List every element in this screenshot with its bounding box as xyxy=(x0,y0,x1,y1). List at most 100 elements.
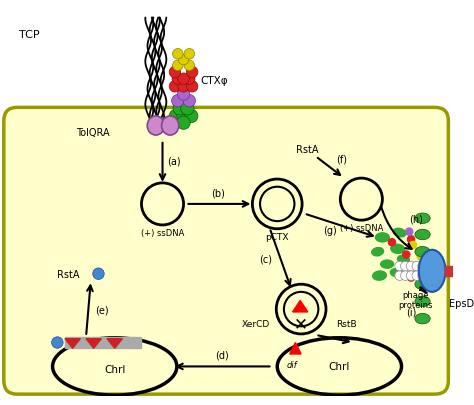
Polygon shape xyxy=(65,339,80,348)
Ellipse shape xyxy=(416,253,425,261)
Text: ChrI: ChrI xyxy=(104,364,126,374)
Ellipse shape xyxy=(390,244,405,254)
Circle shape xyxy=(401,262,410,271)
Circle shape xyxy=(52,337,63,348)
Ellipse shape xyxy=(415,230,430,240)
Text: (i): (i) xyxy=(406,307,416,316)
Circle shape xyxy=(169,67,181,79)
Circle shape xyxy=(181,102,194,116)
Polygon shape xyxy=(107,339,122,348)
Circle shape xyxy=(173,49,183,60)
Circle shape xyxy=(172,95,184,108)
Text: pCTX: pCTX xyxy=(265,232,289,241)
Ellipse shape xyxy=(147,117,164,136)
Text: ChrI: ChrI xyxy=(328,362,350,371)
Text: (+) ssDNA: (+) ssDNA xyxy=(141,228,184,237)
Ellipse shape xyxy=(402,251,410,259)
Circle shape xyxy=(169,81,181,93)
Text: (f): (f) xyxy=(337,155,347,164)
Text: (g): (g) xyxy=(323,225,337,235)
Text: dif: dif xyxy=(286,360,297,369)
Ellipse shape xyxy=(415,213,430,224)
Circle shape xyxy=(429,271,439,281)
Circle shape xyxy=(418,271,428,281)
Text: RstA: RstA xyxy=(296,145,319,155)
Text: EpsD: EpsD xyxy=(449,298,474,308)
Ellipse shape xyxy=(415,296,430,307)
Circle shape xyxy=(177,89,190,101)
Ellipse shape xyxy=(415,263,430,273)
Circle shape xyxy=(418,262,428,271)
Circle shape xyxy=(178,74,189,85)
Text: (e): (e) xyxy=(96,304,109,314)
Ellipse shape xyxy=(397,255,410,264)
Ellipse shape xyxy=(407,235,415,244)
Circle shape xyxy=(183,74,195,85)
Circle shape xyxy=(184,61,194,71)
Ellipse shape xyxy=(414,266,423,275)
Circle shape xyxy=(406,271,416,281)
Ellipse shape xyxy=(392,228,407,238)
Circle shape xyxy=(395,271,404,281)
Ellipse shape xyxy=(388,238,396,247)
Circle shape xyxy=(178,81,189,93)
Text: (+) ssDNA: (+) ssDNA xyxy=(340,224,383,232)
Ellipse shape xyxy=(409,241,417,250)
Circle shape xyxy=(186,67,198,79)
Circle shape xyxy=(177,110,190,124)
Circle shape xyxy=(172,74,183,85)
Polygon shape xyxy=(292,301,308,312)
Text: TCP: TCP xyxy=(19,30,40,40)
Circle shape xyxy=(93,268,104,280)
Circle shape xyxy=(395,262,404,271)
Text: RstA: RstA xyxy=(57,269,80,279)
Circle shape xyxy=(173,61,183,71)
Circle shape xyxy=(173,102,186,116)
Circle shape xyxy=(435,271,445,281)
Ellipse shape xyxy=(371,247,384,257)
Text: RstB: RstB xyxy=(336,319,356,328)
Text: (c): (c) xyxy=(259,254,273,264)
Ellipse shape xyxy=(380,260,394,269)
Circle shape xyxy=(412,271,421,281)
Ellipse shape xyxy=(411,262,420,271)
Text: (a): (a) xyxy=(167,156,181,166)
Text: ✕: ✕ xyxy=(294,315,308,333)
Ellipse shape xyxy=(405,228,413,237)
Circle shape xyxy=(429,262,439,271)
Text: XerCD: XerCD xyxy=(242,319,270,328)
Circle shape xyxy=(423,262,433,271)
Ellipse shape xyxy=(415,279,430,290)
Polygon shape xyxy=(290,343,301,354)
Circle shape xyxy=(184,110,198,124)
Circle shape xyxy=(178,55,189,66)
Circle shape xyxy=(184,49,194,60)
Circle shape xyxy=(177,117,190,130)
Ellipse shape xyxy=(407,273,415,282)
Text: phage
proteins: phage proteins xyxy=(399,290,433,309)
Bar xyxy=(446,266,474,276)
FancyBboxPatch shape xyxy=(4,108,448,394)
Circle shape xyxy=(183,95,195,108)
Text: TolQRA: TolQRA xyxy=(76,128,110,138)
Circle shape xyxy=(169,110,182,124)
Ellipse shape xyxy=(390,268,404,278)
Circle shape xyxy=(423,271,433,281)
Circle shape xyxy=(406,262,416,271)
Circle shape xyxy=(401,271,410,281)
Polygon shape xyxy=(86,339,101,348)
Text: CTXφ: CTXφ xyxy=(201,75,228,85)
Ellipse shape xyxy=(162,117,179,136)
Ellipse shape xyxy=(415,313,430,324)
Circle shape xyxy=(435,262,445,271)
Ellipse shape xyxy=(375,232,390,243)
Ellipse shape xyxy=(372,271,387,281)
Bar xyxy=(65,337,141,348)
Ellipse shape xyxy=(415,247,430,257)
Text: (d): (d) xyxy=(215,350,228,360)
Ellipse shape xyxy=(419,250,446,292)
Text: (b): (b) xyxy=(211,188,225,198)
Text: (h): (h) xyxy=(409,214,423,224)
Circle shape xyxy=(412,262,421,271)
Circle shape xyxy=(186,81,198,93)
